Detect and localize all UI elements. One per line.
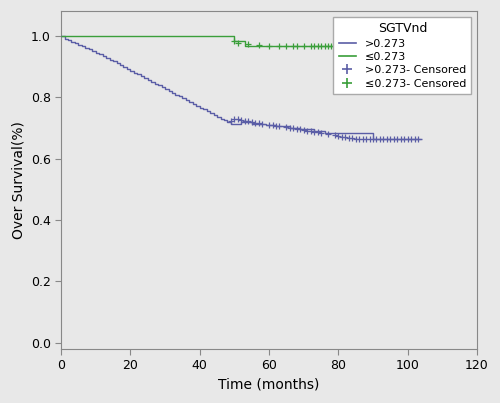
Legend: >0.273, ≤0.273, >0.273- Censored, ≤0.273- Censored: >0.273, ≤0.273, >0.273- Censored, ≤0.273… — [334, 17, 471, 94]
X-axis label: Time (months): Time (months) — [218, 378, 320, 392]
Y-axis label: Over Survival(%): Over Survival(%) — [11, 121, 25, 239]
